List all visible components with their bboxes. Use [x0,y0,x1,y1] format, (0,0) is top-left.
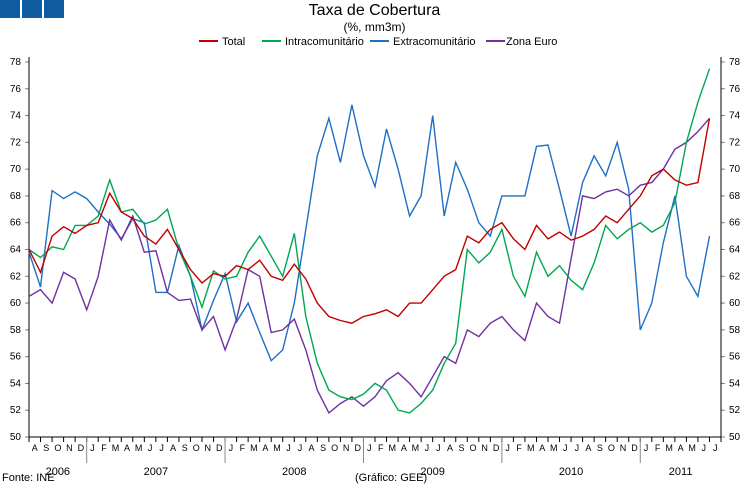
svg-text:76: 76 [10,84,22,95]
svg-text:A: A [32,443,38,453]
svg-text:F: F [378,443,384,453]
svg-text:D: D [216,443,223,453]
svg-text:70: 70 [10,164,22,175]
svg-text:D: D [78,443,85,453]
svg-text:68: 68 [10,191,22,202]
svg-text:J: J [159,443,164,453]
svg-text:76: 76 [729,84,741,95]
svg-text:M: M [412,443,420,453]
svg-text:2006: 2006 [46,466,70,478]
svg-text:60: 60 [10,298,22,309]
svg-text:J: J [425,443,430,453]
svg-text:A: A [309,443,315,453]
svg-text:J: J [298,443,303,453]
svg-text:M: M [550,443,558,453]
svg-text:78: 78 [729,57,741,68]
svg-text:50: 50 [10,432,22,443]
svg-text:F: F [101,443,107,453]
svg-text:D: D [493,443,500,453]
svg-text:N: N [343,443,350,453]
svg-text:J: J [701,443,706,453]
svg-text:72: 72 [729,137,741,148]
svg-text:S: S [320,443,326,453]
svg-text:S: S [597,443,603,453]
svg-text:N: N [205,443,212,453]
svg-text:J: J [563,443,568,453]
svg-text:J: J [575,443,580,453]
svg-text:54: 54 [10,378,22,389]
svg-text:62: 62 [10,271,22,282]
svg-text:72: 72 [10,137,22,148]
svg-text:J: J [436,443,441,453]
svg-text:2008: 2008 [282,466,306,478]
svg-text:66: 66 [10,218,22,229]
svg-text:56: 56 [729,352,741,363]
svg-text:F: F [655,443,661,453]
svg-text:A: A [262,443,268,453]
svg-text:M: M [273,443,281,453]
svg-text:M: M [389,443,397,453]
svg-text:J: J [713,443,718,453]
svg-text:D: D [631,443,638,453]
svg-text:N: N [481,443,488,453]
svg-text:O: O [193,443,200,453]
svg-text:O: O [331,443,338,453]
svg-text:J: J [90,443,95,453]
svg-text:M: M [665,443,673,453]
svg-text:A: A [678,443,684,453]
svg-text:2011: 2011 [669,466,693,478]
svg-text:M: M [688,443,696,453]
svg-text:M: M [112,443,120,453]
svg-text:56: 56 [10,352,22,363]
svg-text:J: J [148,443,153,453]
svg-text:54: 54 [729,378,741,389]
svg-text:60: 60 [729,298,741,309]
svg-text:J: J [644,443,649,453]
svg-text:74: 74 [729,111,741,122]
svg-text:66: 66 [729,218,741,229]
svg-text:S: S [182,443,188,453]
svg-text:A: A [401,443,407,453]
svg-text:52: 52 [10,405,22,416]
svg-text:N: N [620,443,627,453]
svg-text:78: 78 [10,57,22,68]
svg-text:A: A [539,443,545,453]
svg-text:2010: 2010 [559,466,583,478]
svg-text:A: A [585,443,591,453]
svg-text:J: J [505,443,510,453]
svg-text:F: F [516,443,522,453]
svg-text:50: 50 [729,432,741,443]
svg-text:74: 74 [10,111,22,122]
svg-text:A: A [170,443,176,453]
svg-text:S: S [43,443,49,453]
svg-text:A: A [447,443,453,453]
svg-text:62: 62 [729,271,741,282]
svg-text:2007: 2007 [144,466,168,478]
svg-text:58: 58 [10,325,22,336]
svg-text:J: J [367,443,372,453]
svg-text:58: 58 [729,325,741,336]
svg-text:64: 64 [10,245,22,256]
svg-text:F: F [240,443,246,453]
svg-text:52: 52 [729,405,741,416]
svg-text:O: O [54,443,61,453]
svg-text:A: A [124,443,130,453]
svg-text:J: J [229,443,234,453]
svg-text:68: 68 [729,191,741,202]
svg-text:M: M [135,443,143,453]
svg-text:O: O [470,443,477,453]
svg-text:O: O [608,443,615,453]
svg-text:S: S [458,443,464,453]
svg-text:D: D [354,443,361,453]
svg-text:2009: 2009 [420,466,444,478]
svg-text:M: M [527,443,535,453]
svg-text:J: J [286,443,291,453]
svg-text:64: 64 [729,245,741,256]
svg-text:70: 70 [729,164,741,175]
svg-text:N: N [66,443,73,453]
svg-text:M: M [250,443,258,453]
